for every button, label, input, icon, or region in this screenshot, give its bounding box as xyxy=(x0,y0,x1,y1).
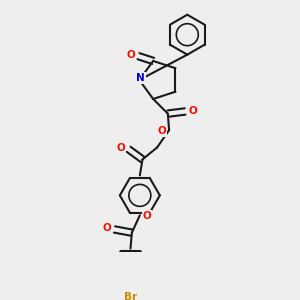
Text: O: O xyxy=(188,106,197,116)
Text: O: O xyxy=(157,126,166,136)
Text: Br: Br xyxy=(124,292,137,300)
Text: O: O xyxy=(143,211,152,221)
Text: O: O xyxy=(117,143,126,153)
Text: O: O xyxy=(103,224,111,233)
Text: N: N xyxy=(136,73,145,83)
Text: O: O xyxy=(127,50,135,60)
